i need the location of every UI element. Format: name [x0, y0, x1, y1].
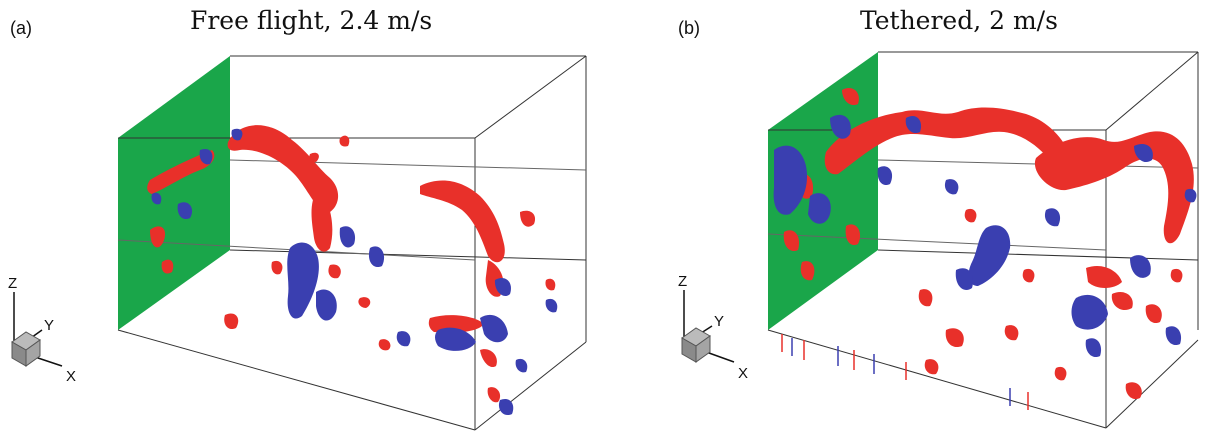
negative-vorticity-structures: [151, 128, 558, 416]
axis-label-y: Y: [44, 317, 54, 334]
axis-label-x: X: [738, 365, 748, 382]
panel-a: (a) Free flight, 2.4 m/s: [0, 0, 606, 435]
panel-title-a: Free flight, 2.4 m/s: [190, 6, 433, 35]
panel-label-a: (a): [10, 18, 32, 38]
axis-label-z: Z: [678, 273, 687, 290]
floor-streaks: [781, 334, 1029, 410]
panel-b: (b) Tethered, 2 m/s: [606, 0, 1213, 435]
cube-icon: [681, 327, 711, 363]
positive-vorticity-structures: [147, 125, 556, 403]
axis-label-y: Y: [714, 313, 724, 330]
positive-vorticity-structures: [783, 87, 1194, 400]
panel-title-b: Tethered, 2 m/s: [860, 6, 1058, 35]
axis-label-x: X: [66, 368, 76, 385]
green-plane: [768, 52, 878, 330]
green-plane: [118, 56, 230, 330]
panel-label-b: (b): [678, 18, 700, 38]
vortex-visualization-b: Z Y X: [678, 51, 1199, 429]
negative-vorticity-structures: [773, 114, 1197, 358]
axis-label-z: Z: [8, 275, 17, 292]
vortex-visualization-a: Z Y X: [8, 55, 587, 431]
cube-icon: [11, 331, 41, 367]
